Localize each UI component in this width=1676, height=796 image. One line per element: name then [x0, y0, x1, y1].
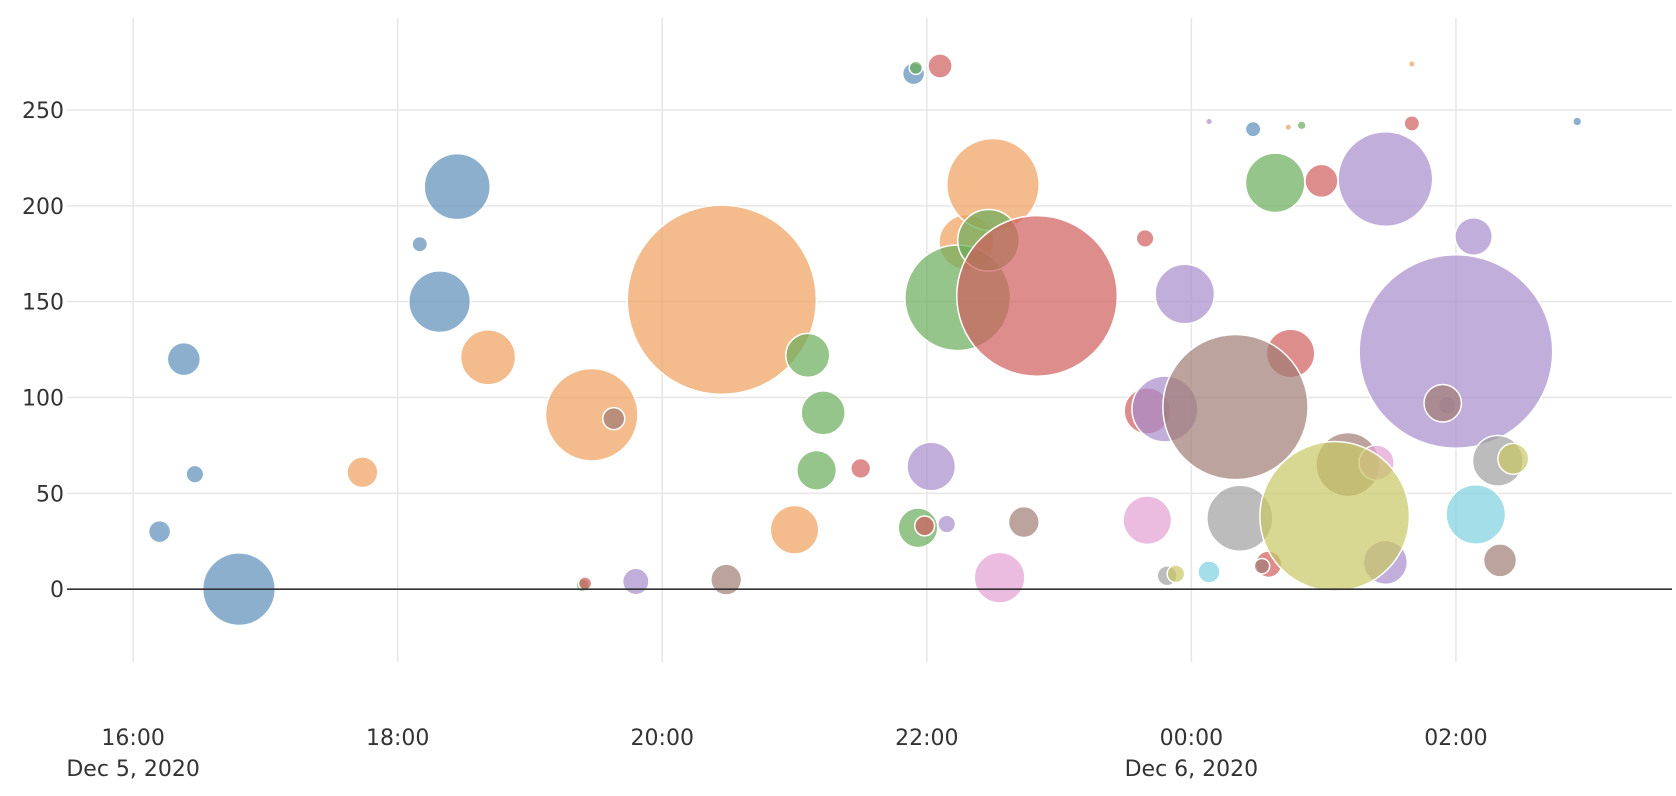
bubble-point[interactable] — [796, 449, 838, 491]
y-tick-label: 100 — [22, 387, 64, 412]
bubble-series — [1166, 440, 1530, 592]
bubble-point[interactable] — [1253, 557, 1271, 575]
bubble-point[interactable] — [927, 53, 953, 79]
bubble-point[interactable] — [1135, 228, 1155, 248]
bubble-point[interactable] — [147, 519, 172, 544]
bubble-point[interactable] — [1497, 442, 1530, 475]
bubble-point[interactable] — [459, 329, 517, 386]
x-tick-date-label: Dec 6, 2020 — [1125, 757, 1259, 782]
bubble-point[interactable] — [973, 551, 1026, 604]
gridlines — [67, 18, 1672, 662]
bubble-point[interactable] — [937, 514, 957, 534]
y-tick-label: 200 — [22, 195, 64, 220]
bubble-point[interactable] — [1204, 117, 1214, 126]
y-tick-label: 0 — [50, 578, 64, 603]
bubble-point[interactable] — [1162, 333, 1309, 481]
bubble-point[interactable] — [956, 214, 1119, 377]
bubble-point[interactable] — [185, 464, 205, 484]
bubble-point[interactable] — [411, 235, 429, 253]
bubble-point[interactable] — [1284, 123, 1293, 132]
bubble-point[interactable] — [1007, 505, 1040, 539]
y-tick-label: 150 — [22, 291, 64, 316]
bubble-point[interactable] — [1197, 560, 1221, 584]
bubble-point[interactable] — [1259, 440, 1411, 592]
bubble-point[interactable] — [1445, 483, 1507, 545]
y-tick-label: 250 — [22, 99, 64, 124]
bubble-point[interactable] — [710, 563, 743, 596]
bubble-point[interactable] — [1407, 59, 1416, 69]
bubble-point[interactable] — [408, 270, 472, 334]
bubble-series — [1197, 483, 1507, 584]
bubble-point[interactable] — [1122, 495, 1173, 546]
bubble-point[interactable] — [850, 457, 872, 480]
bubble-point[interactable] — [577, 576, 593, 591]
y-tick-label: 50 — [36, 482, 64, 507]
bubble-point[interactable] — [908, 60, 924, 76]
x-tick-label: 22:00 — [895, 726, 958, 751]
bubble-point[interactable] — [769, 504, 820, 555]
bubble-point[interactable] — [1304, 163, 1339, 199]
bubble-point[interactable] — [1454, 217, 1494, 256]
bubble-point[interactable] — [346, 456, 379, 489]
bubble-series — [346, 59, 1416, 555]
bubble-point[interactable] — [1358, 253, 1554, 450]
x-tick-label: 00:00 — [1160, 726, 1223, 751]
x-tick-date-label: Dec 5, 2020 — [66, 757, 200, 782]
bubble-point[interactable] — [544, 367, 639, 462]
bubble-point[interactable] — [1166, 564, 1186, 584]
bubble-point[interactable] — [906, 441, 957, 492]
bubble-point[interactable] — [1482, 543, 1518, 578]
bubble-point[interactable] — [621, 567, 650, 596]
bubble-point[interactable] — [626, 204, 818, 396]
bubble-point[interactable] — [166, 341, 202, 377]
bubble-point[interactable] — [1337, 130, 1434, 228]
x-tick-label: 02:00 — [1424, 726, 1487, 751]
x-tick-label: 18:00 — [366, 726, 429, 751]
bubble-point[interactable] — [1572, 116, 1583, 127]
bubble-point[interactable] — [1296, 120, 1307, 131]
bubble-point[interactable] — [800, 390, 846, 436]
bubble-point[interactable] — [785, 332, 831, 379]
bubble-point[interactable] — [913, 515, 936, 537]
bubble-point[interactable] — [1403, 114, 1421, 132]
x-tick-label: 20:00 — [631, 726, 694, 751]
bubble-point[interactable] — [1244, 152, 1306, 214]
bubble-point[interactable] — [1423, 383, 1463, 423]
bubble-point[interactable] — [602, 406, 626, 431]
bubble-point[interactable] — [1244, 120, 1262, 138]
bubble-point[interactable] — [423, 152, 491, 221]
x-tick-label: 16:00 — [101, 726, 164, 751]
bubble-point[interactable] — [1154, 263, 1216, 325]
bubbles — [147, 53, 1583, 627]
axes: 0 50 100 150 200 250 16:00 Dec 5, 2020 18:00 20:0… — [22, 99, 1672, 782]
